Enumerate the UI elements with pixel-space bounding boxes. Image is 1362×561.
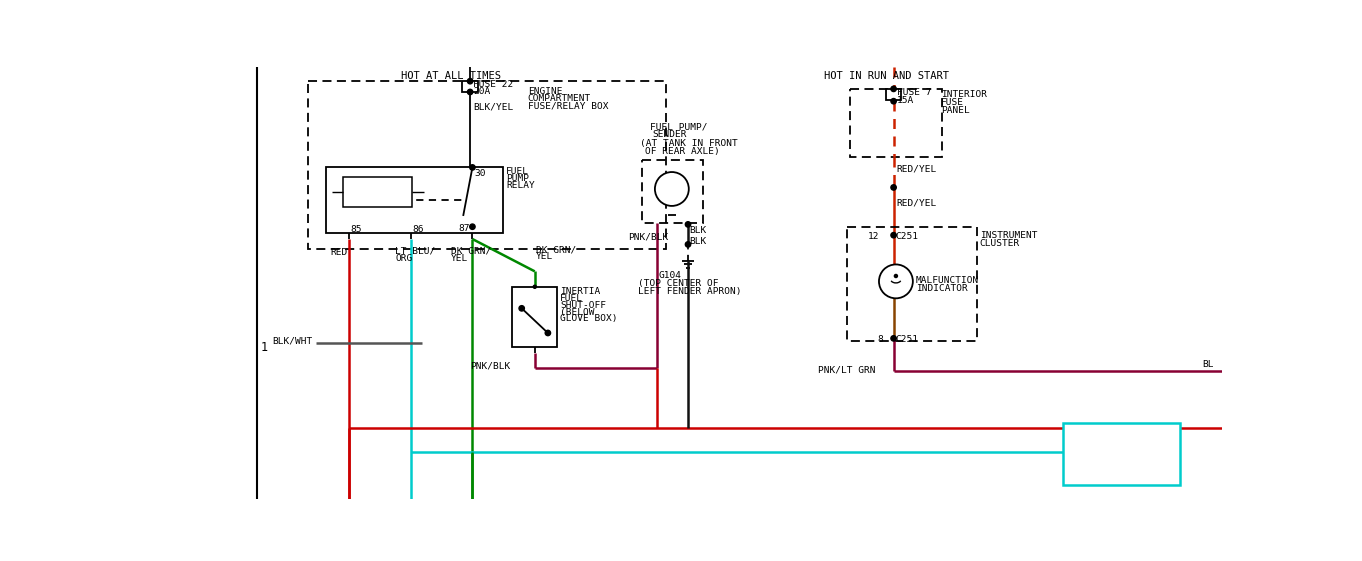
Text: BLK: BLK bbox=[689, 237, 707, 246]
Text: 87: 87 bbox=[459, 224, 470, 233]
Circle shape bbox=[534, 285, 537, 288]
Text: PANEL: PANEL bbox=[941, 106, 970, 115]
Text: G104: G104 bbox=[659, 270, 682, 279]
Circle shape bbox=[685, 222, 691, 227]
Text: 15A: 15A bbox=[896, 96, 914, 105]
Bar bbox=[850, 89, 943, 157]
Text: FUSE/RELAY BOX: FUSE/RELAY BOX bbox=[528, 102, 609, 111]
Text: C251: C251 bbox=[895, 335, 918, 344]
Text: YEL: YEL bbox=[451, 254, 469, 263]
Text: FUEL: FUEL bbox=[507, 167, 530, 176]
Text: HOT AT ALL TIMES: HOT AT ALL TIMES bbox=[400, 71, 501, 81]
Circle shape bbox=[467, 79, 473, 84]
Text: RED/YEL: RED/YEL bbox=[896, 164, 937, 173]
Text: DK GRN/: DK GRN/ bbox=[451, 247, 492, 256]
Text: 1: 1 bbox=[260, 341, 268, 353]
Text: PNK/BLK: PNK/BLK bbox=[470, 361, 511, 370]
Text: BLK: BLK bbox=[689, 226, 707, 235]
Text: DK GRN/: DK GRN/ bbox=[537, 245, 576, 254]
Text: LT BLU/: LT BLU/ bbox=[395, 247, 436, 256]
Text: ENGINE: ENGINE bbox=[528, 86, 563, 95]
Bar bbox=[885, 89, 902, 100]
Text: (TOP CENTER OF: (TOP CENTER OF bbox=[637, 279, 719, 288]
Circle shape bbox=[891, 335, 896, 341]
Text: 85: 85 bbox=[351, 225, 362, 234]
Text: INSTRUMENT: INSTRUMENT bbox=[979, 231, 1038, 240]
Text: CLUSTER: CLUSTER bbox=[979, 239, 1020, 248]
Text: 12: 12 bbox=[868, 232, 880, 241]
Text: BLK/WHT: BLK/WHT bbox=[272, 337, 312, 346]
Text: M: M bbox=[667, 181, 677, 196]
Text: RELAY: RELAY bbox=[507, 181, 535, 190]
Circle shape bbox=[891, 86, 896, 91]
Circle shape bbox=[891, 232, 896, 238]
Bar bbox=[326, 167, 503, 233]
Circle shape bbox=[467, 89, 473, 95]
Bar bbox=[642, 160, 703, 223]
Text: C251: C251 bbox=[895, 232, 918, 241]
Circle shape bbox=[878, 264, 913, 298]
Text: YEL: YEL bbox=[537, 252, 553, 261]
Text: ORG: ORG bbox=[395, 254, 413, 263]
Circle shape bbox=[470, 224, 475, 229]
Bar bbox=[343, 177, 413, 208]
Text: PNK/BLK: PNK/BLK bbox=[628, 232, 669, 241]
Bar bbox=[1062, 423, 1179, 485]
Bar bbox=[308, 81, 666, 249]
Text: RED/YEL: RED/YEL bbox=[896, 199, 937, 208]
Text: MALFUNCTION: MALFUNCTION bbox=[915, 276, 979, 285]
Text: FUSE: FUSE bbox=[941, 98, 964, 107]
Text: FUEL: FUEL bbox=[560, 294, 583, 303]
Circle shape bbox=[655, 172, 689, 206]
Text: OF REAR AXLE): OF REAR AXLE) bbox=[644, 146, 719, 155]
Circle shape bbox=[470, 165, 475, 170]
Text: 86: 86 bbox=[413, 225, 424, 234]
Text: GLOVE BOX): GLOVE BOX) bbox=[560, 315, 618, 324]
Circle shape bbox=[685, 242, 691, 247]
Text: (AT TANK IN FRONT: (AT TANK IN FRONT bbox=[640, 139, 737, 148]
Text: 20A: 20A bbox=[473, 88, 490, 96]
Text: BL: BL bbox=[1203, 360, 1214, 369]
Bar bbox=[463, 81, 478, 92]
Circle shape bbox=[545, 330, 550, 335]
Circle shape bbox=[519, 306, 524, 311]
Text: SHUT-OFF: SHUT-OFF bbox=[560, 301, 606, 310]
Text: BLK/YEL: BLK/YEL bbox=[473, 103, 513, 112]
Text: (BELOW: (BELOW bbox=[560, 307, 595, 316]
Text: INTERIOR: INTERIOR bbox=[941, 90, 987, 99]
Text: SENDER: SENDER bbox=[652, 130, 686, 139]
Bar bbox=[847, 227, 977, 342]
Text: 8: 8 bbox=[877, 335, 883, 344]
Text: LEFT FENDER APRON): LEFT FENDER APRON) bbox=[637, 287, 741, 296]
Text: 30: 30 bbox=[474, 169, 485, 178]
Text: PUMP: PUMP bbox=[507, 174, 530, 183]
Bar bbox=[512, 287, 557, 347]
Text: FUSE 7: FUSE 7 bbox=[896, 88, 932, 97]
Text: FUSE 22: FUSE 22 bbox=[473, 80, 513, 89]
Text: INDICATOR: INDICATOR bbox=[915, 284, 967, 293]
Circle shape bbox=[891, 185, 896, 190]
Text: COMPARTMENT: COMPARTMENT bbox=[528, 94, 591, 103]
Text: FUEL PUMP/: FUEL PUMP/ bbox=[650, 123, 708, 132]
Text: PNK/LT GRN: PNK/LT GRN bbox=[819, 365, 876, 374]
Circle shape bbox=[891, 99, 896, 104]
Text: INERTIA: INERTIA bbox=[560, 287, 601, 296]
Text: RED: RED bbox=[331, 249, 347, 257]
Circle shape bbox=[895, 274, 898, 278]
Text: HOT IN RUN AND START: HOT IN RUN AND START bbox=[824, 71, 949, 81]
